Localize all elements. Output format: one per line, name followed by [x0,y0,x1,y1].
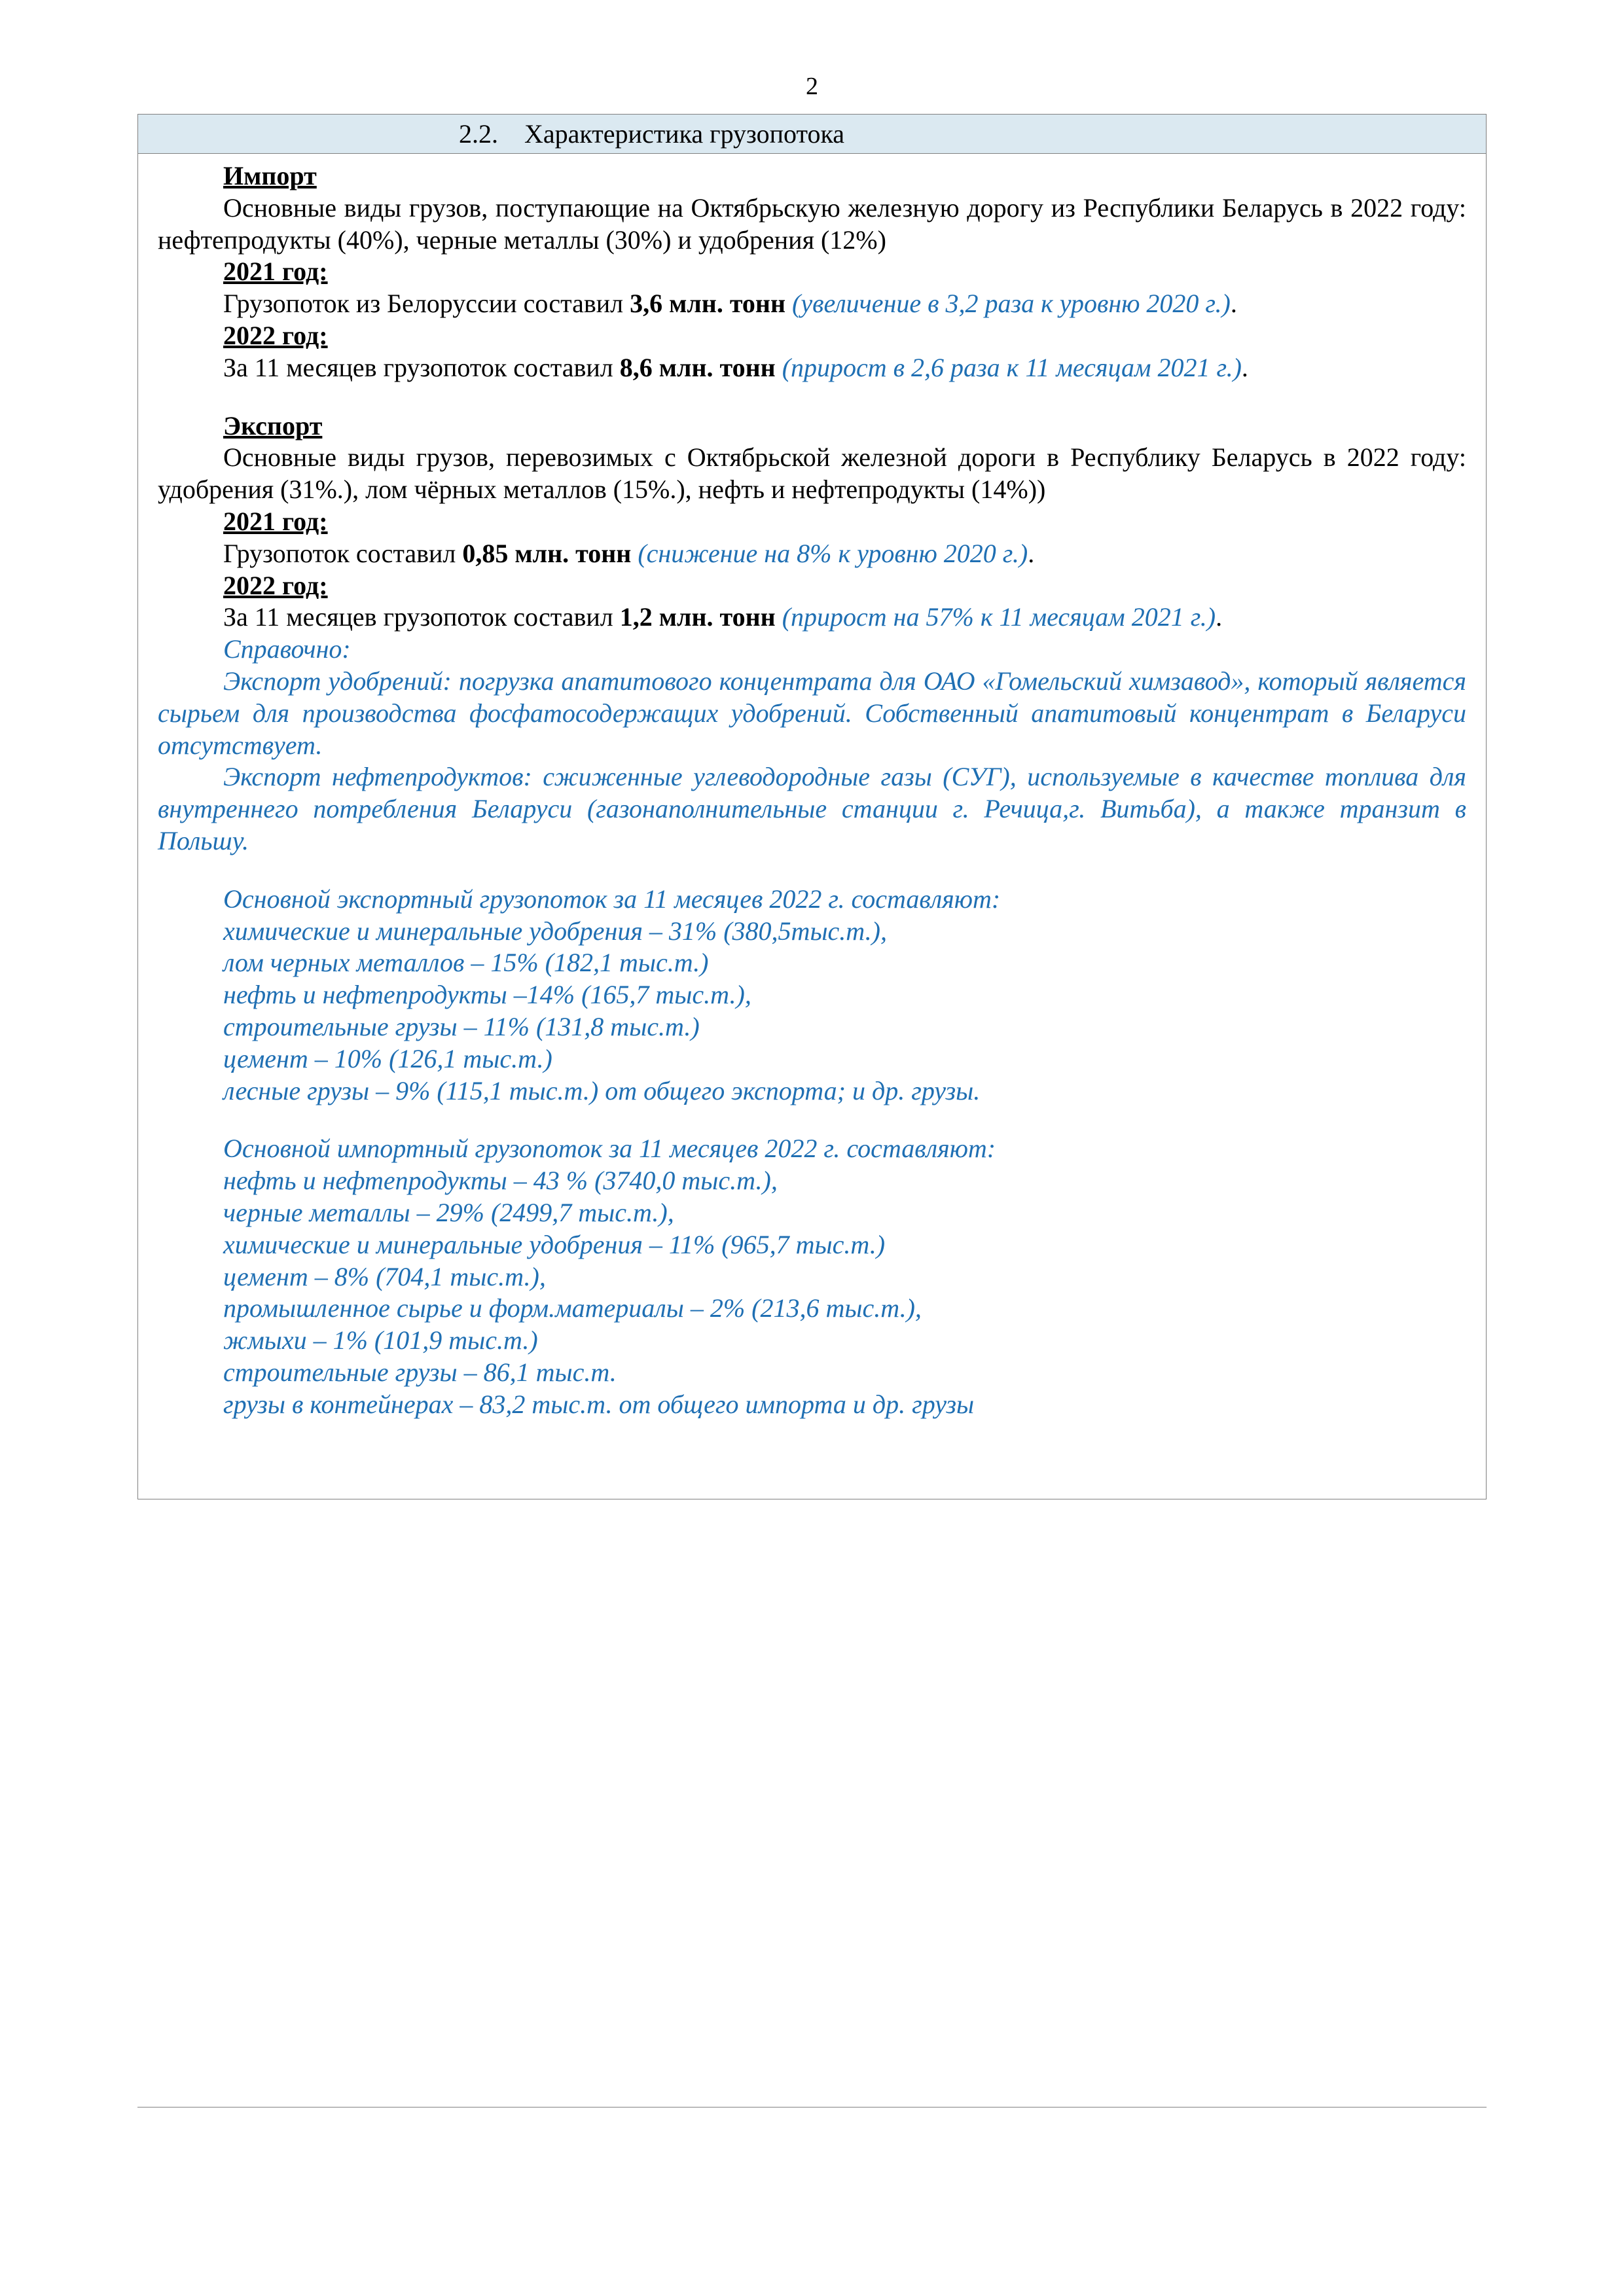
page: 2 2.2. Характеристика грузопотока Импорт… [0,0,1624,2296]
import-flow-line: жмыхи – 1% (101,9 тыс.т.) [158,1325,1466,1357]
import-2022-line: За 11 месяцев грузопоток составил 8,6 мл… [158,352,1466,384]
export-flow-line: цемент – 10% (126,1 тыс.т.) [158,1043,1466,1075]
export-2022-value: 1,2 млн. тонн [620,602,782,632]
spacer [158,857,1466,884]
import-2022-label-text: 2022 год: [223,321,328,350]
body: Импорт Основные виды грузов, поступающие… [138,154,1486,1499]
content-box: 2.2. Характеристика грузопотока Импорт О… [137,114,1487,1499]
export-flow-line: строительные грузы – 11% (131,8 тыс.т.) [158,1011,1466,1043]
dot: . [1216,602,1222,632]
export-2021-value: 0,85 млн. тонн [462,539,638,568]
import-2021-note: (увеличение в 3,2 раза к уровню 2020 г.) [792,289,1231,318]
import-2022-label: 2022 год: [158,320,1466,352]
export-flow-line: нефть и нефтепродукты –14% (165,7 тыс.т.… [158,979,1466,1011]
import-title: Импорт [158,160,1466,192]
import-intro: Основные виды грузов, поступающие на Окт… [158,192,1466,257]
import-2021-pre: Грузопоток из Белоруссии составил [223,289,630,318]
import-2021-label: 2021 год: [158,256,1466,288]
import-title-text: Импорт [223,161,317,190]
export-title-text: Экспорт [223,411,322,440]
import-2022-value: 8,6 млн. тонн [620,353,782,382]
export-flow-line: лом черных металлов – 15% (182,1 тыс.т.) [158,947,1466,979]
export-flow-head: Основной экспортный грузопоток за 11 мес… [158,884,1466,916]
export-flow-line: химические и минеральные удобрения – 31%… [158,916,1466,948]
import-flow-line: грузы в контейнерах – 83,2 тыс.т. от общ… [158,1389,1466,1421]
import-flow-line: нефть и нефтепродукты – 43 % (3740,0 тыс… [158,1165,1466,1197]
export-2021-pre: Грузопоток составил [223,539,462,568]
export-title: Экспорт [158,410,1466,442]
import-2022-pre: За 11 месяцев грузопоток составил [223,353,620,382]
import-flow-line: промышленное сырье и форм.материалы – 2%… [158,1293,1466,1325]
ref-label: Справочно: [158,634,1466,666]
export-2022-note: (прирост на 57% к 11 месяцам 2021 г.) [782,602,1216,632]
dot: . [1028,539,1034,568]
import-flow-line: строительные грузы – 86,1 тыс.т. [158,1357,1466,1389]
import-2021-label-text: 2021 год: [223,257,328,286]
spacer [158,384,1466,410]
import-flow-head: Основной импортный грузопоток за 11 меся… [158,1133,1466,1165]
import-2021-value: 3,6 млн. тонн [630,289,792,318]
dot: . [1231,289,1237,318]
export-2022-pre: За 11 месяцев грузопоток составил [223,602,620,632]
spacer [158,1107,1466,1133]
export-2021-label-text: 2021 год: [223,507,328,536]
export-intro: Основные виды грузов, перевозимых с Октя… [158,442,1466,506]
import-flow-line: цемент – 8% (704,1 тыс.т.), [158,1261,1466,1293]
section-heading: 2.2. Характеристика грузопотока [138,115,1486,154]
page-number: 2 [137,72,1487,101]
export-2021-label: 2021 год: [158,506,1466,538]
import-2022-note: (прирост в 2,6 раза к 11 месяцам 2021 г.… [782,353,1242,382]
import-2021-line: Грузопоток из Белоруссии составил 3,6 мл… [158,288,1466,320]
import-flow-line: черные металлы – 29% (2499,7 тыс.т.), [158,1197,1466,1229]
import-flow-line: химические и минеральные удобрения – 11%… [158,1229,1466,1261]
ref-p2: Экспорт нефтепродуктов: сжиженные углево… [158,761,1466,857]
export-2022-label: 2022 год: [158,570,1466,602]
ref-p1: Экспорт удобрений: погрузка апатитового … [158,666,1466,761]
export-2022-label-text: 2022 год: [223,571,328,600]
dot: . [1242,353,1248,382]
export-2021-line: Грузопоток составил 0,85 млн. тонн (сниж… [158,538,1466,570]
footer-rule [137,2107,1487,2108]
export-flow-line: лесные грузы – 9% (115,1 тыс.т.) от обще… [158,1075,1466,1107]
export-2021-note: (снижение на 8% к уровню 2020 г.) [638,539,1028,568]
export-2022-line: За 11 месяцев грузопоток составил 1,2 мл… [158,601,1466,634]
